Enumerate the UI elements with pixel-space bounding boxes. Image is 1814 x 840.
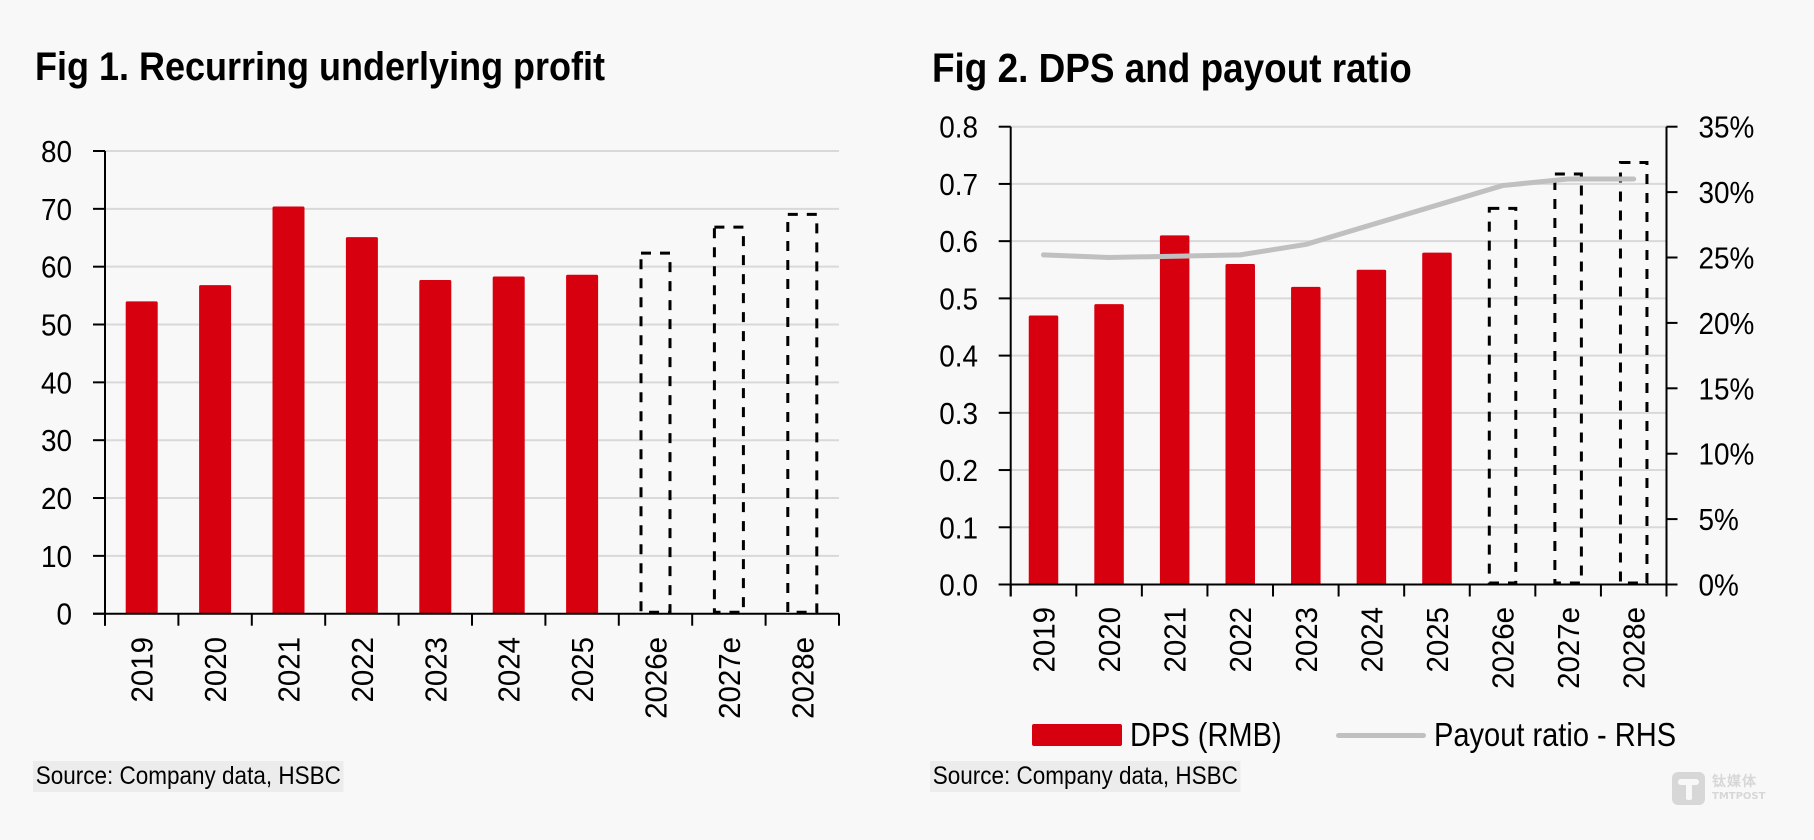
legend-payout-swatch bbox=[1336, 732, 1426, 738]
forecast-bar bbox=[712, 225, 745, 614]
right-axis-tick-label: 15% bbox=[1699, 372, 1755, 407]
payout-ratio-line bbox=[1040, 176, 1637, 260]
left-axis-tick-label: 0.6 bbox=[939, 225, 978, 260]
x-axis-tick-label: 2021 bbox=[273, 637, 307, 702]
forecast-bar bbox=[1487, 206, 1518, 585]
x-axis-tick-label: 2024 bbox=[1356, 607, 1390, 672]
left-axis-tick-label: 10 bbox=[41, 540, 72, 575]
left-axis-tick-label: 0.4 bbox=[939, 339, 978, 374]
x-axis-tick-label: 2027e bbox=[713, 637, 747, 719]
x-axis-tick-label: 2019 bbox=[126, 637, 160, 702]
bar bbox=[1094, 304, 1124, 585]
left-axis-tick-label: 0.7 bbox=[939, 168, 978, 203]
left-axis-tick-label: 0.1 bbox=[939, 511, 978, 546]
left-axis-tick-label: 80 bbox=[41, 135, 72, 170]
x-axis-tick-label: 2021 bbox=[1159, 607, 1193, 672]
legend-dps-swatch bbox=[1032, 724, 1122, 746]
x-axis-tick-label: 2022 bbox=[1225, 607, 1259, 672]
bar bbox=[1291, 286, 1321, 585]
bar bbox=[1159, 235, 1190, 585]
right-axis-tick-label: 30% bbox=[1699, 176, 1755, 211]
x-axis-tick-label: 2025 bbox=[1421, 607, 1455, 672]
right-axis-tick-label: 20% bbox=[1699, 307, 1755, 342]
bar bbox=[419, 279, 452, 614]
left-axis-tick-label: 0.8 bbox=[939, 110, 978, 145]
forecast-bar bbox=[786, 212, 819, 614]
left-axis-tick-label: 0.0 bbox=[939, 568, 978, 603]
left-axis-tick-label: 20 bbox=[41, 482, 72, 517]
watermark-cn: 钛媒体 bbox=[1712, 774, 1757, 790]
left-axis-tick-label: 0 bbox=[56, 597, 72, 632]
x-axis-tick-label: 2023 bbox=[420, 637, 454, 702]
legend-payout-label: Payout ratio - RHS bbox=[1434, 716, 1677, 753]
forecast-bar bbox=[1553, 172, 1583, 585]
fig1-source: Source: Company data, HSBC bbox=[33, 761, 344, 792]
tmtpost-logo-icon bbox=[1672, 772, 1705, 805]
right-axis-tick-label: 35% bbox=[1699, 110, 1755, 145]
fig1-chart: 0 10 20 30 40 50 60 70 80 2019 2020 2021 2022 2023 202… bbox=[41, 135, 840, 719]
bar bbox=[492, 276, 525, 614]
bar bbox=[1356, 269, 1387, 585]
left-axis-tick-label: 0.2 bbox=[939, 454, 978, 489]
right-axis-tick-label: 0% bbox=[1699, 568, 1739, 603]
forecast-bar bbox=[1618, 161, 1649, 585]
left-axis-tick-label: 50 bbox=[41, 308, 72, 343]
right-axis-tick-label: 10% bbox=[1699, 437, 1755, 472]
bar bbox=[272, 206, 305, 614]
bar bbox=[1225, 264, 1255, 585]
x-axis-tick-label: 2020 bbox=[199, 637, 233, 702]
x-axis-tick-label: 2019 bbox=[1028, 607, 1062, 672]
x-axis-tick-label: 2028e bbox=[1618, 607, 1652, 689]
right-axis-tick-label: 5% bbox=[1699, 503, 1739, 538]
x-axis-tick-label: 2024 bbox=[493, 637, 527, 702]
bar bbox=[345, 237, 378, 614]
left-axis-tick-label: 60 bbox=[41, 250, 72, 285]
legend-dps-label: DPS (RMB) bbox=[1130, 716, 1282, 753]
left-axis-tick-label: 70 bbox=[41, 193, 72, 228]
watermark-en: TMTPOST bbox=[1712, 791, 1766, 802]
fig1-title: Fig 1. Recurring underlying profit bbox=[35, 45, 606, 89]
fig2-title: Fig 2. DPS and payout ratio bbox=[932, 45, 1412, 91]
x-axis-tick-label: 2026e bbox=[1487, 607, 1521, 689]
bar bbox=[1422, 252, 1452, 585]
watermark: 钛媒体 TMTPOST bbox=[1672, 772, 1765, 805]
x-axis-tick-label: 2023 bbox=[1290, 607, 1324, 672]
fig2-source: Source: Company data, HSBC bbox=[930, 761, 1241, 792]
bar bbox=[566, 274, 599, 614]
left-axis-tick-label: 30 bbox=[41, 424, 72, 459]
x-axis-tick-label: 2026e bbox=[640, 637, 674, 719]
bar bbox=[199, 285, 232, 614]
x-axis-tick-label: 2020 bbox=[1093, 607, 1127, 672]
x-axis-tick-label: 2028e bbox=[787, 637, 821, 719]
x-axis-tick-label: 2025 bbox=[566, 637, 600, 702]
forecast-bar bbox=[639, 251, 672, 614]
bar bbox=[125, 301, 158, 614]
fig2-legend: DPS (RMB) Payout ratio - RHS bbox=[1032, 713, 1709, 757]
bar bbox=[1028, 315, 1059, 585]
left-axis-tick-label: 0.5 bbox=[939, 282, 978, 317]
left-axis-tick-label: 40 bbox=[41, 366, 72, 401]
left-axis-tick-label: 0.3 bbox=[939, 396, 978, 431]
x-axis-tick-label: 2027e bbox=[1552, 607, 1586, 689]
fig2-chart: 0% 5% 10% 15% 20% 25% 30% 35% 0.0 0.1 0.2 0.3 0.4 0.5… bbox=[939, 110, 1755, 689]
x-axis-tick-label: 2022 bbox=[346, 637, 380, 702]
right-axis-tick-label: 25% bbox=[1699, 241, 1755, 276]
